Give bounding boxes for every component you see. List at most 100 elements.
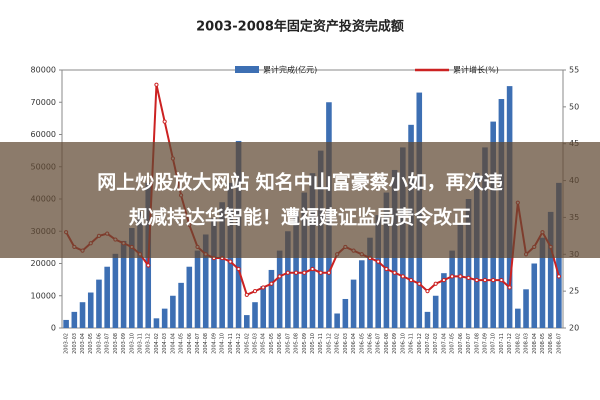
line-marker — [244, 292, 249, 297]
bar — [383, 192, 390, 328]
x-tick-label: 2003-06 — [96, 333, 102, 354]
x-tick-label: 2005-08 — [294, 333, 300, 354]
legend-swatch — [235, 66, 259, 73]
x-tick-label: 2004-09 — [211, 333, 217, 354]
x-tick-label: 2007-03 — [433, 333, 439, 354]
x-tick-label: 2003-12 — [146, 333, 152, 354]
line-marker — [400, 274, 405, 279]
x-tick-label: 2006-10 — [400, 333, 406, 354]
bar — [252, 302, 258, 328]
y-tick-label: 80000 — [31, 66, 56, 75]
overlay-band — [0, 142, 600, 258]
line-marker — [458, 274, 463, 279]
bar — [260, 286, 267, 328]
x-tick-label: 2003-05 — [88, 333, 94, 354]
x-tick-label: 2004-03 — [162, 333, 168, 354]
x-tick-label: 2005-06 — [277, 333, 283, 354]
bar — [358, 260, 365, 328]
legend-label: 累计增长(%) — [453, 65, 499, 75]
bar — [194, 250, 201, 328]
x-tick-label: 2007-04 — [441, 333, 447, 354]
x-tick-label: 2003-10 — [129, 333, 135, 354]
bar — [531, 263, 538, 328]
bar — [71, 311, 78, 328]
line-marker — [491, 277, 496, 283]
y-tick-label: 70000 — [31, 98, 56, 107]
x-tick-label: 2007-12 — [507, 333, 513, 354]
x-tick-label: 2004-08 — [203, 333, 209, 354]
x-tick-label: 2007-11 — [499, 333, 505, 354]
x-tick-label: 2008-06 — [548, 333, 554, 354]
x-tick-label: 2007-02 — [425, 333, 431, 354]
line-marker — [162, 119, 167, 124]
x-tick-label: 2004-04 — [170, 333, 176, 354]
y2-tick-label: 20 — [569, 324, 579, 333]
bar — [202, 234, 209, 328]
bar — [170, 295, 176, 328]
line-marker — [466, 275, 471, 280]
line-marker — [556, 274, 561, 279]
x-tick-label: 2005-03 — [253, 333, 259, 354]
bar — [334, 313, 340, 328]
line-marker — [154, 82, 159, 87]
bar — [285, 231, 291, 328]
line-marker — [293, 270, 299, 275]
line-marker — [146, 263, 151, 268]
y2-tick-label: 55 — [569, 66, 579, 75]
x-tick-label: 2005-02 — [244, 333, 250, 354]
x-tick-label: 2007-08 — [474, 333, 480, 354]
line-marker — [326, 270, 332, 275]
line-marker — [499, 277, 504, 283]
bar — [137, 211, 143, 328]
x-tick-label: 2003-04 — [80, 333, 86, 354]
x-tick-label: 2006-02 — [335, 333, 341, 354]
overlay-text: 规减持达华智能！遭福建证监局责令改正 — [129, 206, 471, 229]
line-marker — [285, 270, 290, 275]
x-tick-label: 2004-06 — [187, 333, 193, 354]
line-marker — [474, 277, 479, 283]
x-tick-label: 2006-05 — [359, 333, 365, 354]
x-tick-label: 2008-03 — [524, 333, 530, 354]
bar — [342, 298, 349, 328]
x-tick-label: 2007-07 — [466, 333, 472, 354]
x-tick-label: 2004-07 — [195, 333, 201, 354]
x-tick-label: 2005-10 — [310, 333, 316, 354]
overlay-text: 网上炒股放大网站 知名中山富豪蔡小如，再次违 — [97, 171, 503, 194]
line-marker — [252, 289, 258, 294]
line-marker — [228, 259, 233, 264]
x-tick-label: 2006-07 — [376, 333, 382, 354]
line-marker — [261, 285, 266, 290]
bar — [465, 199, 472, 328]
line-marker — [507, 285, 512, 290]
bar — [441, 273, 447, 328]
bar — [120, 240, 127, 328]
bar — [112, 253, 119, 328]
bar — [547, 211, 554, 328]
bar — [449, 250, 455, 328]
bar — [186, 266, 193, 328]
line-marker — [376, 259, 381, 264]
line-marker — [310, 266, 315, 272]
bar — [63, 319, 69, 328]
x-tick-label: 2003-09 — [121, 333, 127, 354]
bar — [96, 279, 102, 328]
x-tick-label: 2007-06 — [458, 333, 464, 354]
bar — [211, 218, 217, 328]
x-tick-label: 2004-10 — [220, 333, 226, 354]
x-tick-label: 2008-07 — [556, 333, 562, 354]
x-tick-label: 2003-03 — [72, 333, 78, 354]
x-tick-label: 2007-09 — [482, 333, 488, 354]
x-tick-label: 2006-08 — [384, 333, 390, 354]
bar — [367, 237, 373, 328]
x-tick-label: 2006-12 — [417, 333, 423, 354]
x-tick-label: 2008-04 — [532, 333, 538, 354]
x-tick-label: 2003-02 — [64, 333, 70, 354]
line-marker — [269, 281, 274, 286]
x-tick-label: 2003-11 — [138, 333, 144, 354]
line-marker — [433, 281, 438, 286]
x-tick-label: 2005-05 — [269, 333, 275, 354]
x-tick-label: 2006-09 — [392, 333, 398, 354]
line-marker — [392, 270, 397, 275]
line-marker — [450, 274, 455, 279]
